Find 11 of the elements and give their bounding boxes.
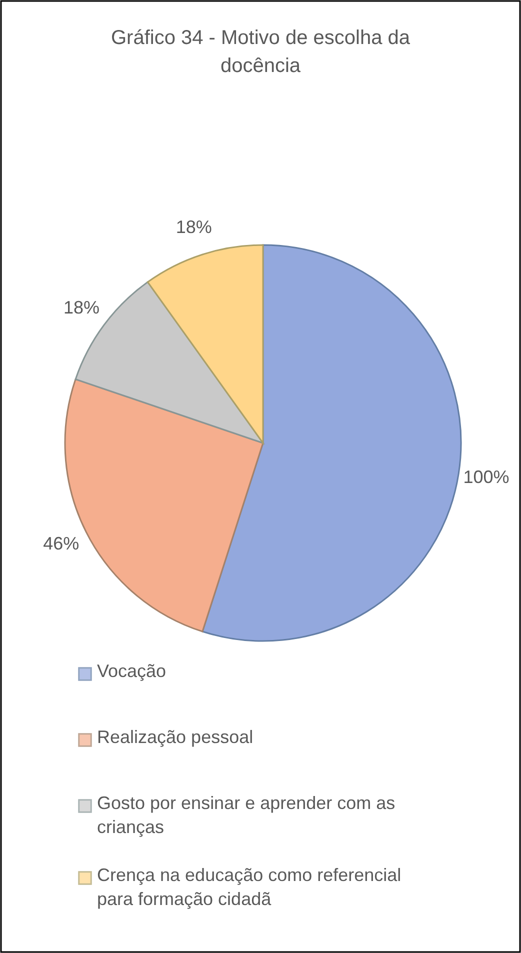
data-label: 18% bbox=[176, 216, 212, 237]
chart-title: Gráfico 34 - Motivo de escolha da docência bbox=[110, 27, 411, 77]
legend-label: Crença na educação como referencial para formação cidadã bbox=[97, 865, 402, 909]
data-label: 46% bbox=[43, 534, 80, 554]
legend-label: Vocação bbox=[97, 661, 166, 681]
data-label: 18% bbox=[64, 297, 100, 318]
legend-label: Gosto por ensinar e aprender com as crianças bbox=[97, 793, 396, 837]
data-label: 100% bbox=[463, 466, 510, 487]
pie-slice bbox=[146, 244, 264, 444]
legend-label: Realização pessoal bbox=[97, 727, 254, 747]
pie-slice bbox=[202, 244, 462, 642]
